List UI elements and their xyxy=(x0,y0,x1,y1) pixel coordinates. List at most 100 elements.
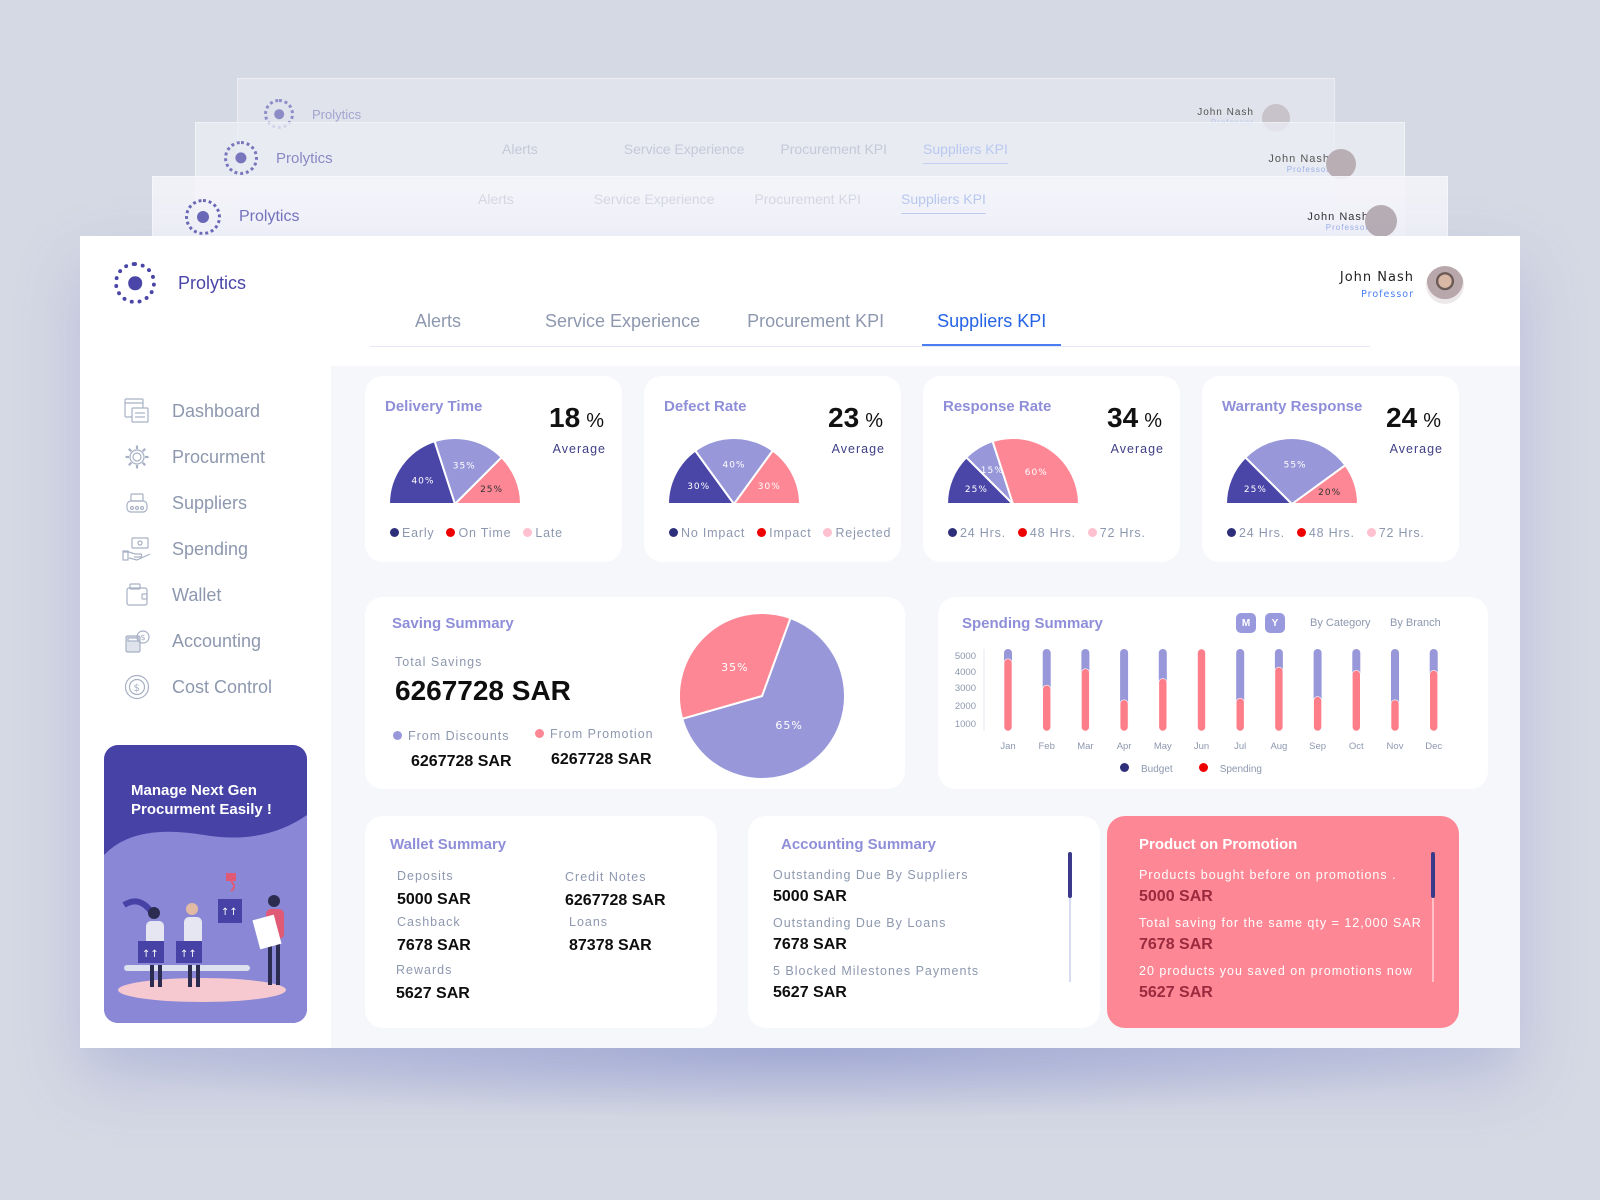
svg-text:Nov: Nov xyxy=(1387,741,1404,752)
spending-bar-chart: 1000 2000 3000 4000 5000 Jan Feb Mar Apr May Jun Ju… xyxy=(955,648,1442,752)
legend-dot xyxy=(535,729,544,738)
svg-text:3000: 3000 xyxy=(955,683,976,694)
promotion-item: Total saving for the same qty = 12,000 S… xyxy=(1139,916,1422,953)
legend-item: 48 Hrs. xyxy=(1296,526,1355,540)
sidebar-item-label: Wallet xyxy=(172,584,222,605)
brand-name: Prolytics xyxy=(178,272,247,293)
discounts-value: 6267728 SAR xyxy=(411,753,512,770)
accounting-item: 5 Blocked Milestones Payments 5627 SAR xyxy=(773,964,980,1001)
sidebar-item-wallet[interactable]: Wallet xyxy=(122,572,272,618)
svg-text:40%: 40% xyxy=(722,460,745,470)
period-toggle: M Y xyxy=(1236,613,1285,633)
sidebar-item-label: Suppliers xyxy=(172,492,248,513)
hand-money-icon xyxy=(122,534,152,564)
kpi-value: 34% xyxy=(1107,402,1162,433)
svg-text:Aug: Aug xyxy=(1270,741,1287,752)
legend-item: Rejected xyxy=(823,526,891,540)
legend-spending: Spending xyxy=(1198,763,1262,775)
sidebar-item-label: Accounting xyxy=(172,630,262,651)
wallet-icon xyxy=(122,580,152,610)
by-category-filter[interactable]: By Category xyxy=(1310,617,1371,629)
ghost-avatar xyxy=(1365,205,1397,237)
svg-text:1000: 1000 xyxy=(955,719,976,730)
total-savings-label: Total Savings xyxy=(395,655,483,669)
user-profile[interactable]: John Nash Professor xyxy=(1340,266,1464,304)
ghost-tab: Service Experience xyxy=(623,141,745,157)
svg-text:Dec: Dec xyxy=(1425,741,1442,752)
promotion-scrollbar[interactable] xyxy=(1431,852,1435,982)
ghost-tab: Service Experience xyxy=(593,191,715,207)
discounts-label: From Discounts xyxy=(408,729,510,743)
sidebar-item-label: Procurment xyxy=(172,446,266,467)
legend-dot xyxy=(393,731,402,740)
dollar-coin-icon: $ xyxy=(122,672,152,702)
yearly-toggle[interactable]: Y xyxy=(1265,613,1285,633)
ghost-user-name: John Nash xyxy=(1197,107,1254,118)
card-title: Delivery Time xyxy=(385,398,483,415)
sidebar: Prolytics Dashboard Procurment Suppliers xyxy=(80,236,331,1048)
saving-summary-card: Saving Summary Total Savings 6267728 SAR… xyxy=(365,597,905,789)
ghost-brand: Prolytics xyxy=(276,149,333,167)
sidebar-item-cost-control[interactable]: $ Cost Control xyxy=(122,664,272,710)
legend-budget: Budget xyxy=(1120,763,1173,775)
card-title: Saving Summary xyxy=(392,615,514,632)
svg-text:25%: 25% xyxy=(480,485,503,495)
svg-text:5000: 5000 xyxy=(955,651,976,662)
avatar[interactable] xyxy=(1426,266,1464,304)
svg-text:$: $ xyxy=(141,633,146,642)
sidebar-item-procurment[interactable]: Procurment xyxy=(122,434,272,480)
accounting-scrollbar[interactable] xyxy=(1068,852,1072,982)
scrollbar-thumb[interactable] xyxy=(1068,852,1072,898)
sidebar-item-dashboard[interactable]: Dashboard xyxy=(122,388,272,434)
svg-text:65%: 65% xyxy=(775,719,802,732)
svg-text:Sep: Sep xyxy=(1309,741,1326,752)
tab-bar: Alerts Service Experience Procurement KP… xyxy=(370,311,1370,347)
kpi-average-label: Average xyxy=(1389,442,1443,456)
ghost-tab: Procurement KPI xyxy=(780,141,888,157)
spending-summary-card: Spending Summary M Y By Category By Bran… xyxy=(938,597,1488,789)
kpi-legend: 24 Hrs. 48 Hrs. 72 Hrs. xyxy=(948,526,1146,540)
svg-text:Jan: Jan xyxy=(1000,741,1015,752)
ghost-user-role: Professor xyxy=(1286,165,1330,174)
legend-item: Early xyxy=(390,526,434,540)
tab-procurement-kpi[interactable]: Procurement KPI xyxy=(747,311,885,331)
promotion-value: 6267728 SAR xyxy=(551,751,652,768)
svg-text:$: $ xyxy=(134,683,140,694)
gear-icon xyxy=(122,442,152,472)
by-branch-filter[interactable]: By Branch xyxy=(1390,617,1441,629)
legend-item: Late xyxy=(523,526,563,540)
scrollbar-thumb[interactable] xyxy=(1431,852,1435,898)
ghost-user-role: Professor xyxy=(1325,223,1369,232)
brand[interactable]: Prolytics xyxy=(114,262,246,304)
svg-text:15%: 15% xyxy=(981,466,1004,476)
sidebar-item-label: Dashboard xyxy=(172,400,261,421)
logo-icon xyxy=(114,262,156,304)
svg-text:4000: 4000 xyxy=(955,667,976,678)
promo-banner[interactable]: ↑↑ ↑↑ ↑↑ Manage Next Gen Procurment Easi… xyxy=(104,745,307,1023)
legend-item: 72 Hrs. xyxy=(1087,526,1146,540)
kpi-half-pie-chart: 40% 35% 25% xyxy=(387,437,523,506)
tab-service-experience[interactable]: Service Experience xyxy=(545,311,701,331)
card-title: Warranty Response xyxy=(1222,398,1363,415)
suppliers-icon xyxy=(122,488,152,518)
sidebar-item-suppliers[interactable]: Suppliers xyxy=(122,480,272,526)
kpi-card-warranty-response: Warranty Response 24% Average 25% 55% 20% … xyxy=(1202,376,1459,562)
card-title: Spending Summary xyxy=(962,615,1103,632)
tab-suppliers-kpi[interactable]: Suppliers KPI xyxy=(922,311,1062,346)
svg-text:30%: 30% xyxy=(758,482,781,492)
monthly-toggle[interactable]: M xyxy=(1236,613,1256,633)
svg-text:25%: 25% xyxy=(1244,485,1267,495)
card-title: Product on Promotion xyxy=(1139,836,1298,853)
svg-text:20%: 20% xyxy=(1318,488,1341,498)
tab-alerts[interactable]: Alerts xyxy=(415,311,462,331)
kpi-card-defect-rate: Defect Rate 23% Average 30% 40% 30% No Imp… xyxy=(644,376,901,562)
discounts-legend: From Discounts 6267728 SAR xyxy=(393,727,512,771)
svg-text:35%: 35% xyxy=(453,461,476,471)
card-title: Response Rate xyxy=(943,398,1052,415)
svg-text:Jun: Jun xyxy=(1194,741,1209,752)
kpi-average-label: Average xyxy=(831,442,885,456)
promo-title: Manage Next Gen Procurment Easily ! xyxy=(131,782,272,818)
sidebar-item-accounting[interactable]: $ Accounting xyxy=(122,618,272,664)
sidebar-item-spending[interactable]: Spending xyxy=(122,526,272,572)
legend-item: No Impact xyxy=(669,526,745,540)
